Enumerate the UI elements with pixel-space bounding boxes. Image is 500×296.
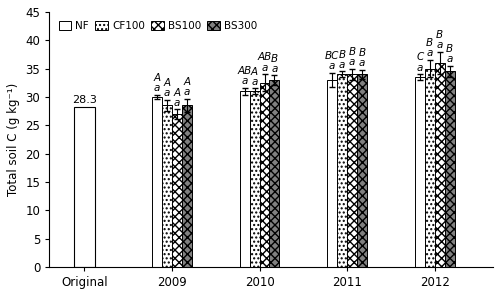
Bar xyxy=(182,105,192,267)
Bar xyxy=(347,74,357,267)
Text: A: A xyxy=(164,78,170,88)
Text: a: a xyxy=(184,87,190,97)
Bar xyxy=(425,69,434,267)
Bar xyxy=(162,105,172,267)
Text: a: a xyxy=(416,62,423,73)
Bar xyxy=(152,97,162,267)
Text: a: a xyxy=(154,83,160,93)
Text: a: a xyxy=(262,62,268,73)
Bar xyxy=(434,63,444,267)
Text: B: B xyxy=(338,49,345,59)
Text: C: C xyxy=(416,52,424,62)
Bar xyxy=(328,80,337,267)
Text: A: A xyxy=(174,88,180,98)
Text: a: a xyxy=(426,49,433,58)
Text: B: B xyxy=(358,48,366,58)
Text: a: a xyxy=(446,54,453,64)
Text: BC: BC xyxy=(325,51,340,61)
Text: a: a xyxy=(339,60,345,70)
Bar xyxy=(415,77,425,267)
Text: B: B xyxy=(348,47,356,57)
Text: a: a xyxy=(242,76,248,86)
Bar xyxy=(172,114,182,267)
Bar xyxy=(240,91,250,267)
Bar xyxy=(250,91,260,267)
Bar xyxy=(337,74,347,267)
Legend: NF, CF100, BS100, BS300: NF, CF100, BS100, BS300 xyxy=(54,17,262,36)
Bar xyxy=(357,74,367,267)
Bar xyxy=(444,71,454,267)
Text: a: a xyxy=(272,64,278,74)
Text: 28.3: 28.3 xyxy=(72,95,97,105)
Text: a: a xyxy=(174,98,180,108)
Y-axis label: Total soil C (g kg⁻¹): Total soil C (g kg⁻¹) xyxy=(7,83,20,196)
Text: a: a xyxy=(252,77,258,87)
Text: a: a xyxy=(164,88,170,98)
Text: B: B xyxy=(446,44,453,54)
Text: AB: AB xyxy=(238,66,252,76)
Text: a: a xyxy=(349,57,356,67)
Text: A: A xyxy=(184,77,190,87)
Text: B: B xyxy=(271,54,278,64)
Text: AB: AB xyxy=(258,52,272,62)
Text: B: B xyxy=(436,30,443,40)
Bar xyxy=(74,107,94,267)
Text: A: A xyxy=(154,73,160,83)
Text: B: B xyxy=(426,38,434,48)
Bar xyxy=(260,83,270,267)
Text: A: A xyxy=(251,67,258,77)
Text: a: a xyxy=(359,58,365,68)
Text: a: a xyxy=(329,62,336,71)
Text: a: a xyxy=(436,40,443,50)
Bar xyxy=(270,80,280,267)
